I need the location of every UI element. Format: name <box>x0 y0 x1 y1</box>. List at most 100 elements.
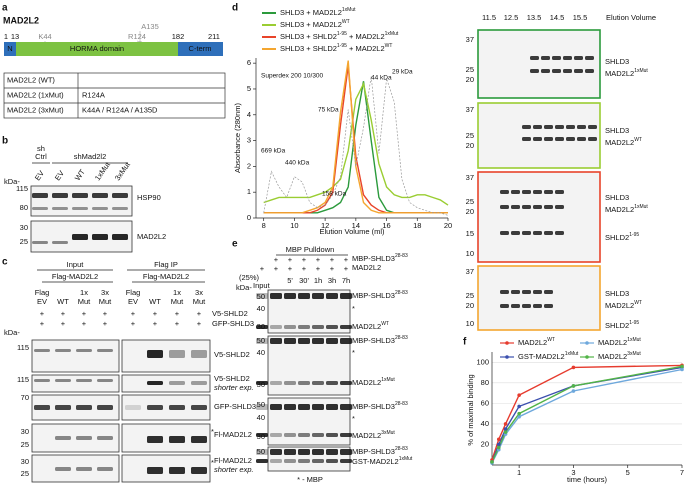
data-point <box>503 427 508 431</box>
kda-marker: 37 <box>466 173 474 182</box>
band <box>191 405 207 410</box>
band <box>522 231 531 235</box>
time-label: 5' <box>287 276 293 285</box>
text-part: MBP-SHLD3 <box>352 291 395 300</box>
text-part: SHLD3 <box>605 126 629 135</box>
lane-label: Flag <box>126 288 141 297</box>
kda-marker: 40 <box>257 348 265 357</box>
band <box>588 137 597 141</box>
band <box>577 125 586 129</box>
superscript: 28-83 <box>395 446 408 452</box>
kda-marker: 80 <box>20 203 28 212</box>
band <box>533 290 542 294</box>
band <box>298 433 310 437</box>
kda-marker: 25 <box>466 131 474 140</box>
band <box>326 449 338 455</box>
y-tick-label: 20 <box>481 439 489 448</box>
band <box>544 290 553 294</box>
protein-label: * <box>352 414 355 423</box>
superscript: 1xMut <box>385 31 399 37</box>
text-part: MBP-SHLD3 <box>352 402 395 411</box>
band <box>76 467 92 471</box>
superscript: 1-95 <box>629 232 639 238</box>
x-tick-label: 10 <box>290 221 298 230</box>
lane-label: EV <box>37 297 47 306</box>
series-line <box>263 81 449 206</box>
text-part: + MAD2L2 <box>347 44 385 53</box>
superscript: 28-83 <box>395 253 408 259</box>
legend-label: SHLD3 + MAD2L21xMut <box>280 7 356 17</box>
treatment-sign: + <box>344 264 349 273</box>
band <box>147 467 163 474</box>
text-part: MBP-SHLD3 <box>352 447 395 456</box>
protein-label: MAD2L2 <box>137 232 166 241</box>
series-line <box>491 364 683 461</box>
panel-letter: c <box>2 257 8 268</box>
annotation: 29 kDa <box>392 69 413 76</box>
y-tick-label: 100 <box>476 357 489 366</box>
band <box>312 293 324 299</box>
data-point <box>496 442 501 447</box>
superscript: 1xMut <box>634 68 648 74</box>
superscript: 28-83 <box>395 335 408 341</box>
group-header: MBP Pulldown <box>286 245 335 254</box>
band <box>340 293 352 299</box>
star-label: * <box>211 458 214 467</box>
time-label: 30' <box>299 276 309 285</box>
band <box>574 69 583 73</box>
band <box>55 436 71 440</box>
band <box>312 325 324 329</box>
band <box>169 467 185 474</box>
text-part: SHLD3 <box>605 57 629 66</box>
protein-label: SHLD3 <box>605 193 629 202</box>
kda-marker: 115 <box>17 375 29 384</box>
protein-label: MBP-SHLD328-83 <box>352 335 408 345</box>
kda-marker: 40 <box>257 304 265 313</box>
band <box>544 231 553 235</box>
treatment-sign: + <box>153 309 158 318</box>
data-point <box>680 364 684 369</box>
band <box>326 381 338 385</box>
kda-marker: 25 <box>21 469 29 478</box>
band <box>522 304 531 308</box>
band <box>552 69 561 73</box>
kda-marker: 30 <box>21 457 29 466</box>
text-part: SHLD3 + SHLD2 <box>280 44 337 53</box>
lane-label: EV <box>128 297 138 306</box>
superscript: 3xMut <box>627 351 641 357</box>
panel-letter: f <box>463 337 467 348</box>
superscript: 1xMut <box>342 7 356 13</box>
lane-label: Flag <box>35 288 50 297</box>
band <box>326 433 338 437</box>
protein-label: MBP-SHLD328-83 <box>352 446 408 456</box>
band <box>298 449 310 455</box>
band <box>55 467 71 471</box>
data-point <box>571 389 576 393</box>
band <box>284 449 296 455</box>
text-part: MBP-SHLD3 <box>352 254 395 263</box>
text-part: MAD2L2 <box>352 322 381 331</box>
treatment-sign: + <box>103 309 108 318</box>
lane-label: WT <box>73 167 87 182</box>
kda-label: kDa- <box>4 177 20 186</box>
band <box>566 125 575 129</box>
text-part: MAD2L2 <box>518 338 547 347</box>
band <box>555 231 564 235</box>
blot <box>477 265 601 331</box>
band <box>191 467 207 474</box>
kda-marker: 30 <box>257 380 265 389</box>
lane-label: Mut <box>193 297 206 306</box>
band <box>340 433 352 437</box>
treatment-sign: + <box>40 309 45 318</box>
table-cell: R124A <box>82 90 105 99</box>
band <box>340 459 352 463</box>
panel-letter: a <box>2 3 8 14</box>
y-tick-label: 80 <box>481 378 489 387</box>
treatment-sign: + <box>302 264 307 273</box>
band <box>270 459 282 463</box>
kda-marker: 37 <box>466 105 474 114</box>
band <box>169 381 185 385</box>
protein-label: MBP-SHLD328-83 <box>352 290 408 300</box>
star-label: * <box>211 427 214 436</box>
reagent-label: MAD2L2 <box>352 263 381 272</box>
